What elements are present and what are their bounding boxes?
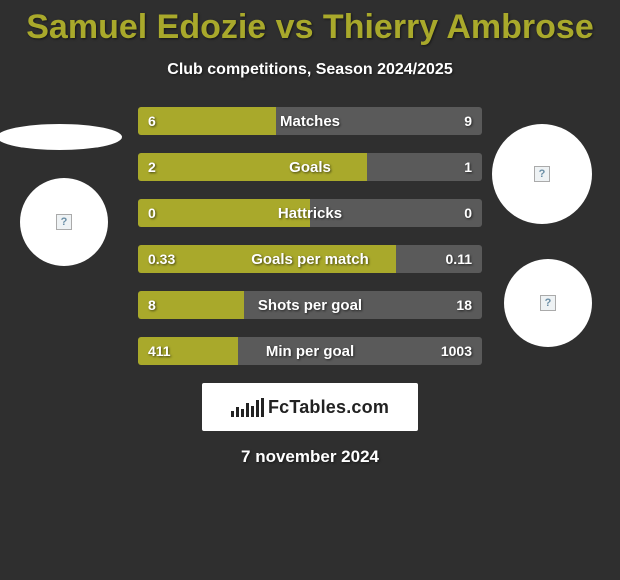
row-label: Goals xyxy=(138,153,482,181)
logo-bar xyxy=(261,398,264,417)
placeholder-icon: ? xyxy=(56,214,72,230)
row-label: Min per goal xyxy=(138,337,482,365)
logo-bar xyxy=(241,409,244,417)
logo-bar xyxy=(251,406,254,417)
placeholder-icon: ? xyxy=(540,295,556,311)
page-title: Samuel Edozie vs Thierry Ambrose xyxy=(0,0,620,47)
chart-row: 0.330.11Goals per match xyxy=(138,245,482,273)
row-label: Shots per goal xyxy=(138,291,482,319)
placeholder-icon: ? xyxy=(534,166,550,182)
logo-bar xyxy=(231,411,234,417)
brand-text: FcTables.com xyxy=(268,397,389,418)
logo-bar xyxy=(256,400,259,417)
chart-row: 4111003Min per goal xyxy=(138,337,482,365)
subtitle: Club competitions, Season 2024/2025 xyxy=(0,61,620,79)
row-label: Hattricks xyxy=(138,199,482,227)
chart-row: 69Matches xyxy=(138,107,482,135)
row-label: Goals per match xyxy=(138,245,482,273)
date-label: 7 november 2024 xyxy=(0,447,620,467)
comparison-chart: 69Matches 21Goals 00Hattricks 0.330.11Goals… xyxy=(138,107,482,365)
decor-ellipse xyxy=(0,124,122,150)
circle-right-top: ? xyxy=(492,124,592,224)
chart-row: 00Hattricks xyxy=(138,199,482,227)
brand-panel: FcTables.com xyxy=(202,383,418,431)
chart-row: 21Goals xyxy=(138,153,482,181)
chart-row: 818Shots per goal xyxy=(138,291,482,319)
row-label: Matches xyxy=(138,107,482,135)
logo-bar xyxy=(236,407,239,417)
brand-logo-icon xyxy=(231,397,264,417)
circle-left-mid: ? xyxy=(20,178,108,266)
circle-right-mid: ? xyxy=(504,259,592,347)
logo-bar xyxy=(246,403,249,417)
